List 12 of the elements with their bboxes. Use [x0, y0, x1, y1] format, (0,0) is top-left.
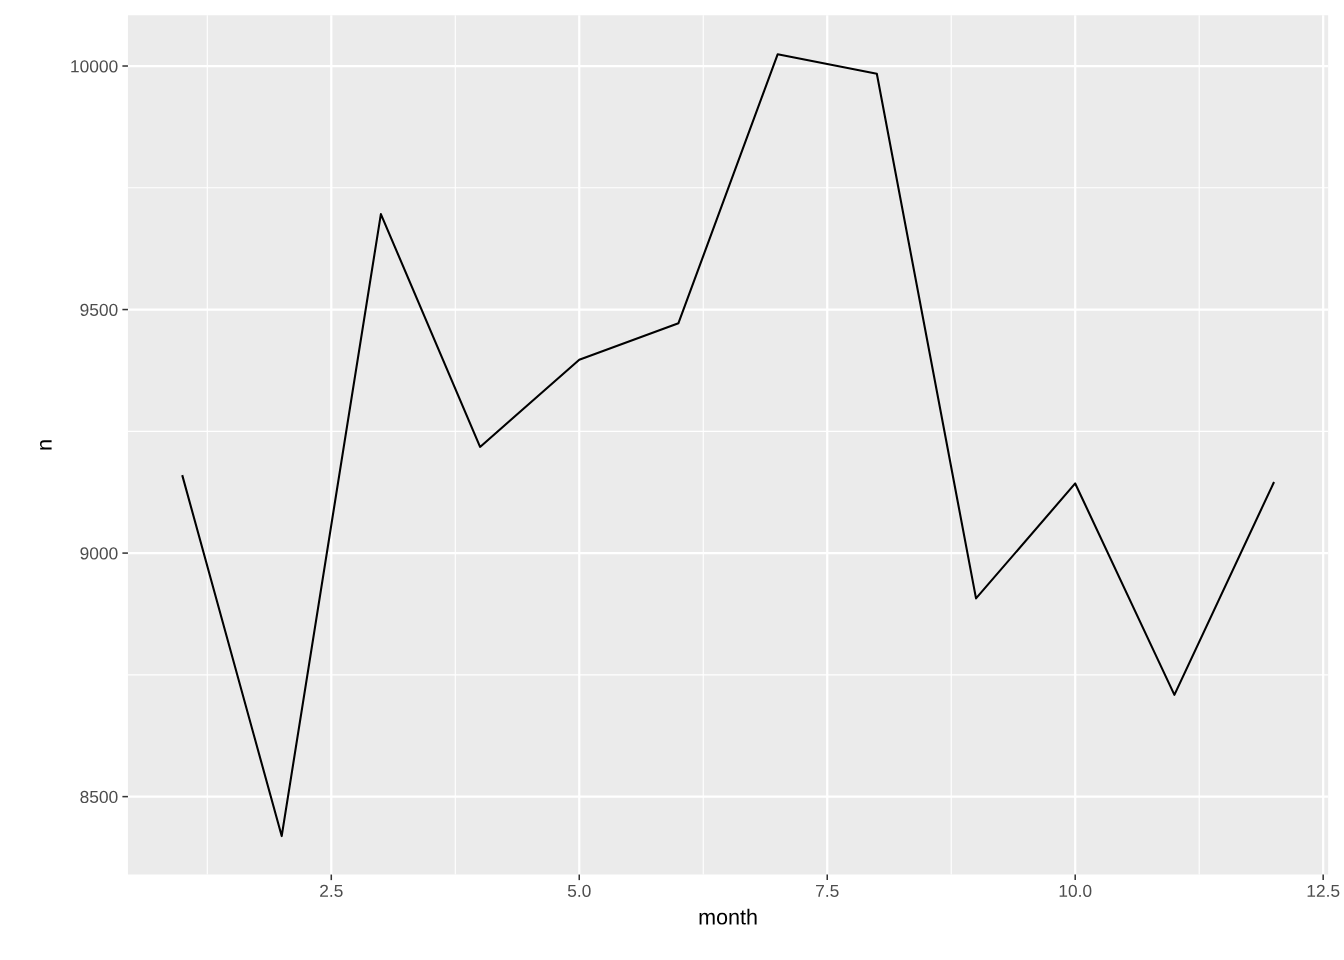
- line-series: [181, 53, 1275, 838]
- y-tick-label: 9500: [80, 303, 118, 317]
- y-tick-label: 10000: [71, 60, 118, 73]
- y-tick-label: 8500: [80, 790, 118, 804]
- x-tick-label: 12.5: [1307, 884, 1340, 898]
- y-axis-title: n: [40, 440, 52, 450]
- x-axis-title: month: [699, 908, 757, 925]
- x-tick-label: 10.0: [1059, 884, 1092, 898]
- x-tick-label: 5.0: [567, 884, 591, 898]
- x-tick-label: 2.5: [320, 884, 343, 898]
- x-tick-label: 7.5: [816, 884, 839, 898]
- y-tick-label: 9000: [80, 547, 118, 560]
